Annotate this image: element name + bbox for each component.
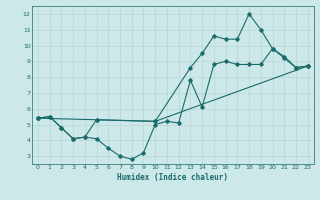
X-axis label: Humidex (Indice chaleur): Humidex (Indice chaleur) xyxy=(117,173,228,182)
